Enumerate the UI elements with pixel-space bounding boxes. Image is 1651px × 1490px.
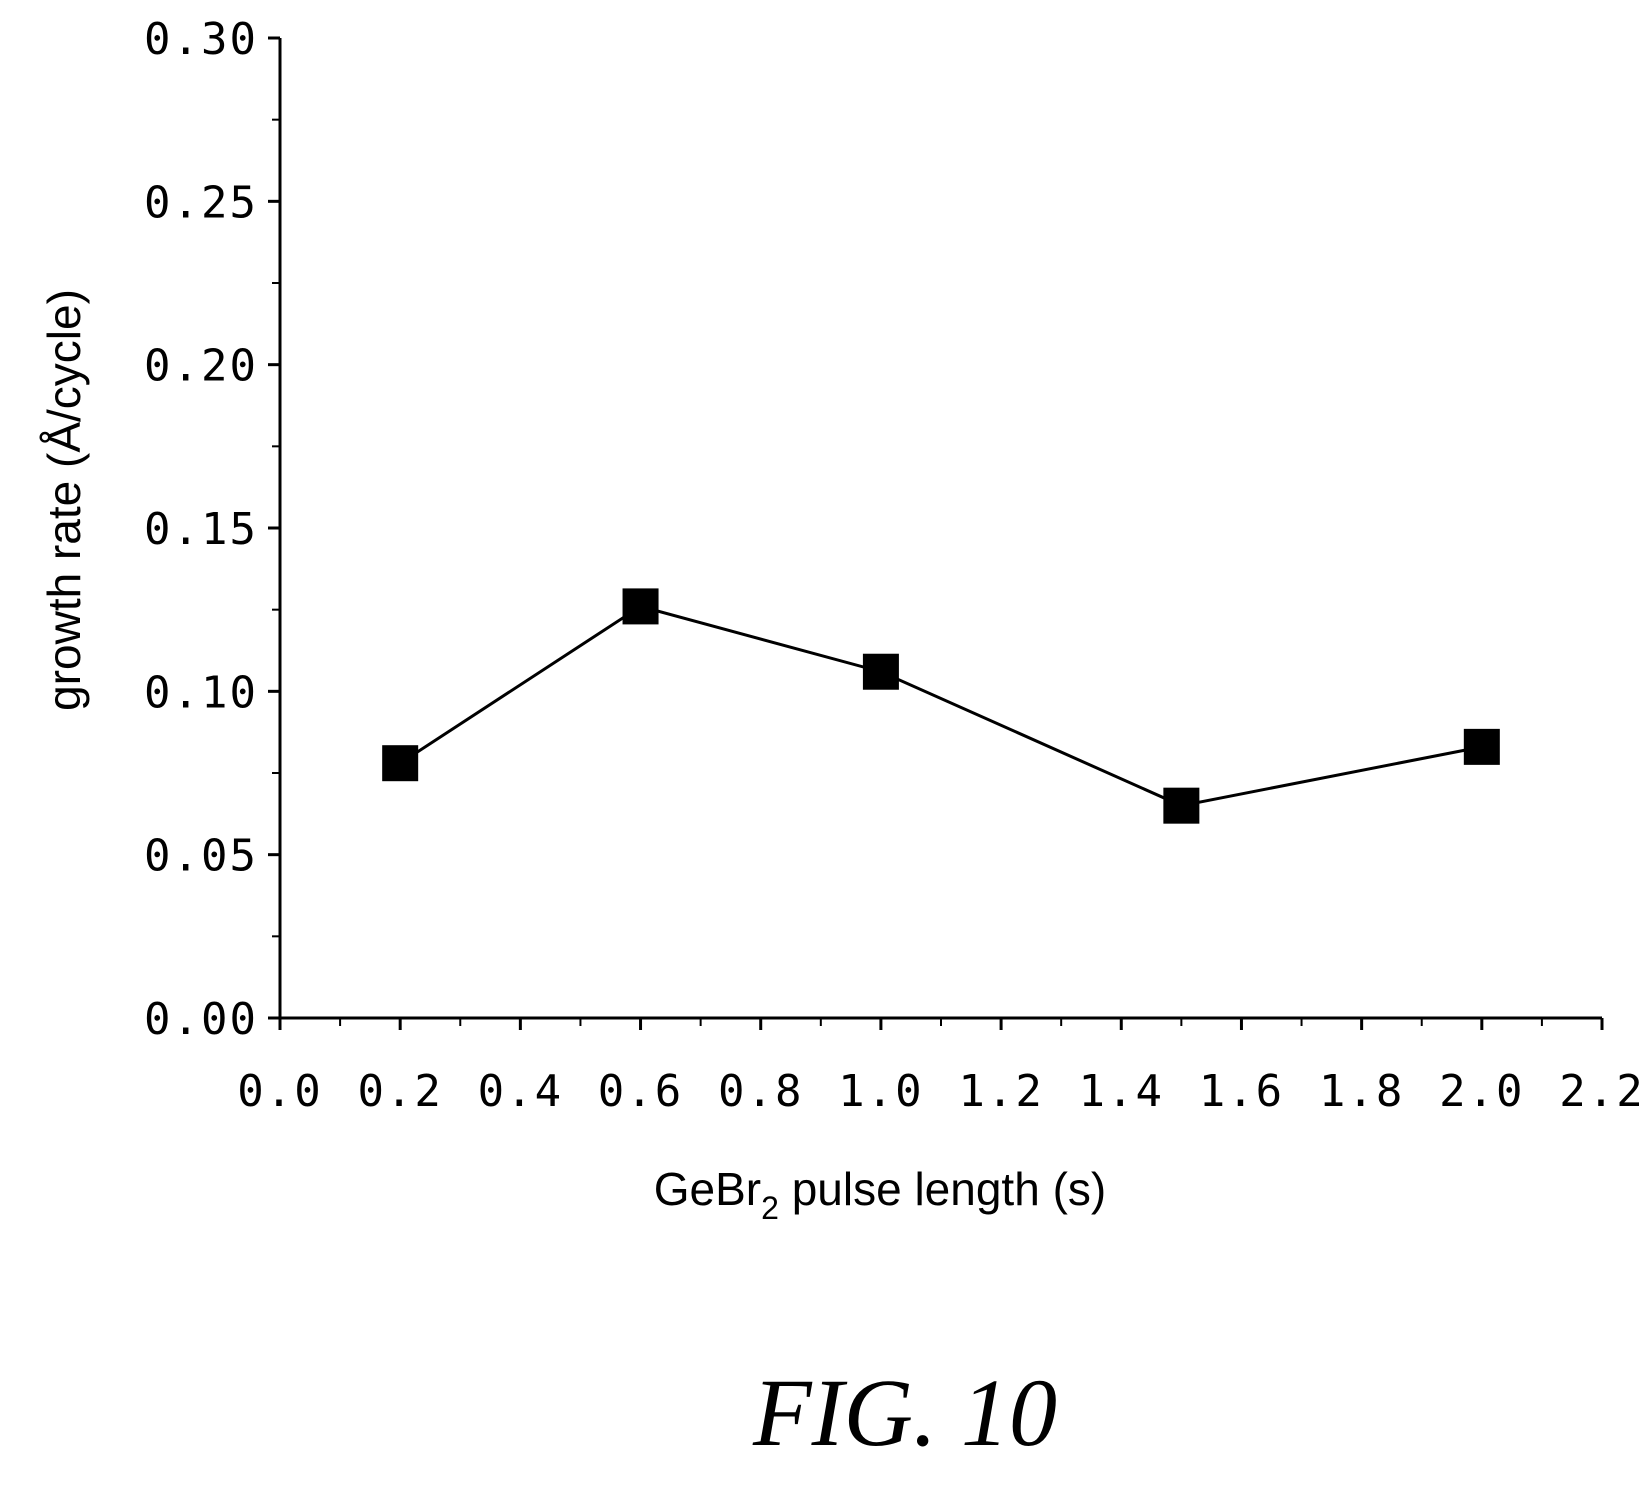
x-tick-label: 1.8: [1319, 1066, 1404, 1117]
y-tick-label: 0.30: [144, 14, 258, 65]
x-tick-label: 0.4: [478, 1066, 563, 1117]
x-tick-label: 0.0: [237, 1066, 322, 1117]
x-tick-label: 1.6: [1199, 1066, 1284, 1117]
x-tick-label: 1.2: [958, 1066, 1043, 1117]
axes: [278, 38, 1602, 1020]
x-tick-label: 2.2: [1559, 1066, 1644, 1117]
y-ticks: 0.00 0.05 0.10 0.15 0.20 0.25 0.30: [144, 14, 280, 1045]
y-tick-label: 0.05: [144, 831, 258, 882]
x-tick-label: 2.0: [1439, 1066, 1524, 1117]
data-point-square: [862, 653, 899, 690]
data-point-square: [382, 745, 419, 782]
y-tick-label: 0.25: [144, 177, 258, 228]
data-point-square: [1163, 787, 1200, 824]
y-tick-label: 0.10: [144, 667, 258, 718]
x-ticks: 0.0 0.2 0.4 0.6 0.8 1.0 1.2 1.4 1.6 1.8 2.0 2.2: [237, 1018, 1644, 1117]
y-tick-label: 0.15: [144, 504, 258, 555]
x-axis-title-main: GeBr: [654, 1163, 761, 1215]
figure-label: FIG. 10: [752, 1359, 1057, 1466]
x-tick-label: 0.8: [718, 1066, 803, 1117]
x-axis-title-suffix: pulse length (s): [779, 1163, 1106, 1215]
y-axis-title: growth rate (Å/cycle): [38, 289, 90, 711]
x-tick-label: 1.4: [1079, 1066, 1164, 1117]
data-series: [382, 588, 1500, 824]
data-point-square: [1463, 728, 1500, 765]
data-point-square: [622, 588, 659, 625]
x-tick-label: 1.0: [838, 1066, 923, 1117]
x-axis-title: GeBr2 pulse length (s): [654, 1163, 1106, 1226]
series-line: [399, 604, 1483, 808]
x-axis-title-subscript: 2: [761, 1190, 779, 1226]
y-tick-label: 0.20: [144, 341, 258, 392]
x-tick-label: 0.2: [357, 1066, 442, 1117]
x-tick-label: 0.6: [598, 1066, 683, 1117]
y-tick-label: 0.00: [144, 994, 258, 1045]
